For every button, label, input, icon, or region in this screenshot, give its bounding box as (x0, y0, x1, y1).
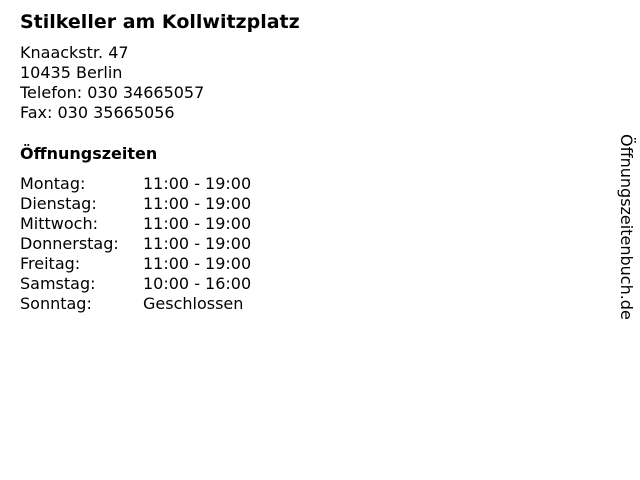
hours-row: Freitag: 11:00 - 19:00 (20, 254, 251, 274)
street: Knaackstr. 47 (20, 43, 129, 62)
phone: Telefon: 030 34665057 (20, 83, 205, 102)
hours-row: Montag: 11:00 - 19:00 (20, 174, 251, 194)
address-block: Knaackstr. 47 10435 Berlin Telefon: 030 … (20, 43, 204, 123)
time: 11:00 - 19:00 (143, 194, 252, 213)
time: 11:00 - 19:00 (143, 254, 252, 273)
fax: Fax: 030 35665056 (20, 103, 175, 122)
hours-row: Sonntag: Geschlossen (20, 294, 251, 314)
time: 11:00 - 19:00 (143, 214, 252, 233)
hours-row: Samstag: 10:00 - 16:00 (20, 274, 251, 294)
watermark-text: Öffnungszeitenbuch.de (617, 134, 636, 320)
hours-heading: Öffnungszeiten (20, 144, 158, 163)
time: 11:00 - 19:00 (143, 234, 252, 253)
day: Samstag: (20, 274, 96, 293)
day: Dienstag: (20, 194, 97, 213)
hours-table: Montag: 11:00 - 19:00 Dienstag: 11:00 - 19… (20, 174, 251, 314)
day: Donnerstag: (20, 234, 119, 253)
business-name: Stilkeller am Kollwitzplatz (20, 11, 300, 33)
day: Sonntag: (20, 294, 92, 313)
day: Montag: (20, 174, 86, 193)
day: Freitag: (20, 254, 81, 273)
time: 11:00 - 19:00 (143, 174, 252, 193)
day: Mittwoch: (20, 214, 98, 233)
hours-row: Mittwoch: 11:00 - 19:00 (20, 214, 251, 234)
hours-row: Donnerstag: 11:00 - 19:00 (20, 234, 251, 254)
time: Geschlossen (143, 294, 244, 313)
city: 10435 Berlin (20, 63, 123, 82)
time: 10:00 - 16:00 (143, 274, 252, 293)
hours-row: Dienstag: 11:00 - 19:00 (20, 194, 251, 214)
